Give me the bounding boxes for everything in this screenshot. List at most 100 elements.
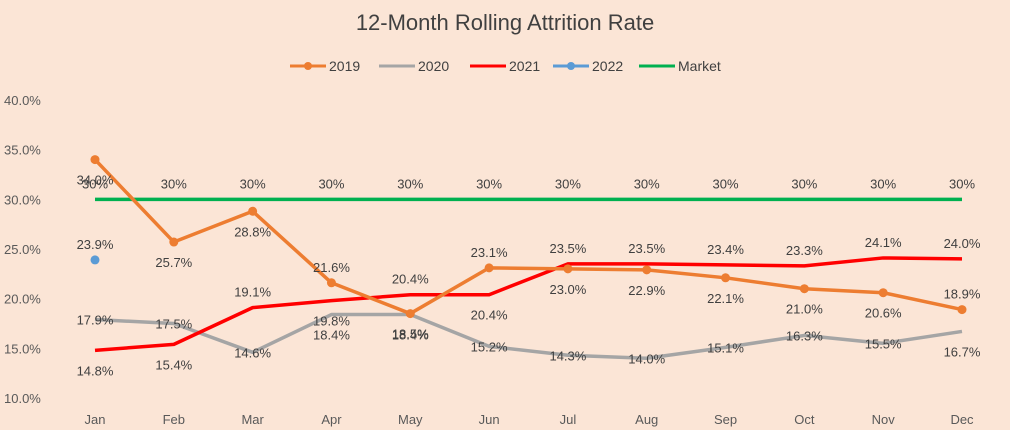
legend-item: 2020 [379,58,449,74]
data-label: 21.6% [313,260,350,275]
data-label: 19.8% [313,314,350,329]
data-label: 19.1% [234,285,271,300]
data-point [642,265,652,275]
data-label: 30% [713,176,739,191]
y-tick-label: 15.0% [4,341,41,356]
legend-item: 2021 [470,58,540,74]
x-tick-label: Sep [714,412,737,427]
data-label: 17.9% [77,313,114,328]
data-point [326,278,336,288]
y-tick-label: 35.0% [4,143,41,158]
y-tick-label: 30.0% [4,192,41,207]
x-axis: Jan Feb Mar Apr May Jun Jul Aug Sep Oct Nov Dec [85,412,975,427]
data-point [169,237,179,247]
data-label: 21.0% [786,302,823,317]
data-label: 22.1% [707,291,744,306]
data-label: 24.1% [865,235,902,250]
data-label: 23.0% [549,282,586,297]
legend-label: 2021 [509,58,540,74]
data-point [878,288,888,298]
data-label: 30% [161,176,187,191]
legend-marker [567,62,575,70]
y-tick-label: 10.0% [4,391,41,406]
y-tick-label: 25.0% [4,242,41,257]
data-label: 23.3% [786,243,823,258]
x-tick-label: May [398,412,423,427]
legend-item: Market [639,58,721,74]
x-tick-label: Mar [241,412,264,427]
legend: 2019 2020 2021 2022 Market [290,58,721,74]
x-tick-label: Aug [635,412,658,427]
legend-label: 2019 [329,58,360,74]
data-label: 30% [555,176,581,191]
data-label: 15.5% [865,336,902,351]
x-tick-label: Feb [163,412,185,427]
data-point [721,273,731,283]
y-axis: 10.0% 15.0% 20.0% 25.0% 30.0% 35.0% 40.0% [4,93,41,406]
x-tick-label: Nov [872,412,896,427]
data-point [799,284,809,294]
legend-item: 2022 [553,58,623,74]
x-tick-label: Apr [321,412,342,427]
legend-marker [304,62,312,70]
legend-label: 2020 [418,58,449,74]
data-label: 14.0% [628,351,665,366]
y-tick-label: 20.0% [4,292,41,307]
legend-item: 2019 [290,58,360,74]
data-label: 16.7% [944,344,981,359]
data-label: 16.3% [786,328,823,343]
data-label: 28.8% [234,224,271,239]
data-point [484,263,494,273]
data-label: 34.0% [77,173,114,188]
data-label: 30% [791,176,817,191]
data-label: 25.7% [155,255,192,270]
data-point [563,264,573,274]
data-label: 30% [318,176,344,191]
series-line [94,256,963,353]
data-label: 24.0% [944,236,981,251]
x-tick-label: Dec [950,412,974,427]
data-label-layer: 34.0% 25.7% 28.8% 21.6% 18.5% 23.1% 23.0% 22.9%… [77,173,981,379]
data-label: 30% [949,176,975,191]
x-tick-label: Jan [85,412,106,427]
chart-title: 12-Month Rolling Attrition Rate [356,10,654,35]
data-label: 30% [82,176,108,191]
data-label: 30% [870,176,896,191]
data-label: 18.9% [944,287,981,302]
data-point [957,305,967,315]
series-2020 [94,312,963,361]
data-label: 20.4% [392,272,429,287]
series-2021 [94,256,963,353]
data-label: 23.4% [707,242,744,257]
data-label: 17.5% [155,317,192,332]
series-layer [90,155,967,361]
data-label: 18.4% [313,328,350,343]
data-label: 30% [240,176,266,191]
series-2022 [90,255,100,265]
data-label: 14.3% [549,348,586,363]
data-point [90,255,100,265]
data-point [248,206,258,216]
x-tick-label: Oct [794,412,815,427]
legend-label: Market [678,58,721,74]
data-label: 18.5% [392,327,429,342]
data-point [90,155,100,165]
series-line [93,158,963,316]
y-tick-label: 40.0% [4,93,41,108]
data-label: 22.9% [628,283,665,298]
data-label: 23.5% [549,241,586,256]
data-label: 14.8% [77,363,114,378]
data-label: 15.1% [707,340,744,355]
data-label: 23.1% [471,245,508,260]
data-label: 18.4% [392,328,429,343]
x-tick-label: Jun [479,412,500,427]
series-2019 [90,155,967,319]
legend-label: 2022 [592,58,623,74]
data-label: 23.9% [77,237,114,252]
data-label: 30% [476,176,502,191]
data-label: 15.4% [155,357,192,372]
data-label: 30% [634,176,660,191]
data-label: 14.6% [234,345,271,360]
x-tick-label: Jul [560,412,577,427]
